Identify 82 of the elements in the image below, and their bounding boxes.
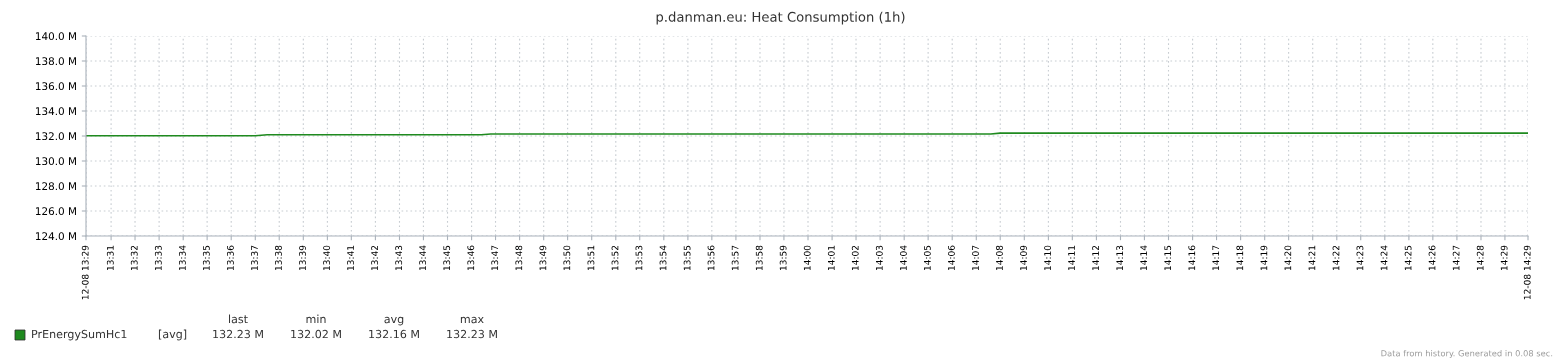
x-tick-label: 13:33	[154, 245, 162, 271]
text: Data from history. Generated in 0.08 sec.	[1381, 349, 1553, 359]
y-tick-label: 132.0 M	[36, 132, 76, 141]
y-tick-label: 124.0 M	[36, 232, 76, 241]
x-tick-label: 13:36	[227, 245, 234, 271]
x-tick-label: 12-08 13:29	[81, 245, 89, 300]
x-tick-label: 14:28	[1476, 245, 1484, 271]
y-tick-label: 134.0 M	[36, 107, 76, 116]
x-tick-label: 13:32	[130, 245, 138, 271]
x-tick-label: 14:05	[923, 245, 931, 271]
x-tick-label: 13:34	[178, 245, 186, 271]
x-tick-label: 14:01	[827, 245, 835, 271]
y-tick-label: 140.0 M	[36, 32, 76, 41]
x-tick-label: 14:06	[948, 245, 955, 271]
text: [avg]	[158, 329, 187, 341]
x-tick-label: 13:53	[635, 245, 643, 271]
x-tick-label: 13:39	[299, 245, 306, 271]
x-tick-label: 13:54	[659, 245, 667, 271]
x-tick-label: 13:58	[755, 245, 763, 271]
x-tick-label: 14:18	[1236, 245, 1244, 271]
x-tick-label: 13:50	[563, 245, 571, 271]
x-tick-label: 13:46	[467, 245, 475, 271]
x-tick-label: 14:08	[996, 245, 1003, 271]
x-tick-label: 13:56	[707, 245, 715, 271]
x-tick-label: 14:21	[1308, 245, 1316, 271]
x-tick-label: 14:26	[1428, 245, 1436, 271]
text: 132.16 M	[369, 329, 419, 339]
chart-title: p.danman.eu: Heat Consumption (1h)	[656, 11, 905, 25]
y-tick-label: 130.0 M	[36, 157, 76, 166]
x-tick-label: 14:15	[1164, 245, 1172, 271]
x-tick-label: 13:31	[106, 245, 114, 271]
x-tick-label: 14:20	[1284, 245, 1292, 271]
x-tick-label: 14:16	[1188, 245, 1196, 271]
text: avg	[384, 316, 404, 326]
x-tick-label: 13:49	[539, 245, 547, 271]
x-tick-label: 13:41	[347, 245, 354, 271]
x-tick-label: 14:23	[1356, 245, 1364, 271]
x-tick-label: 14:10	[1044, 245, 1052, 271]
x-tick-label: 14:24	[1380, 245, 1388, 271]
x-tick-label: 13:45	[443, 245, 451, 271]
text: 132.23 M	[447, 329, 497, 339]
x-tick-label: 13:40	[323, 245, 331, 271]
x-tick-label: 14:03	[875, 245, 883, 271]
x-tick-label: 13:48	[515, 245, 523, 271]
x-tick-label: 14:09	[1020, 245, 1027, 271]
x-tick-label: 14:02	[851, 245, 859, 271]
x-tick-label: 14:14	[1140, 245, 1147, 271]
x-tick-label: 13:47	[491, 245, 499, 271]
legend-label: PrEnergySumHc1	[32, 329, 127, 341]
x-tick-label: 14:29	[1500, 245, 1508, 271]
y-tick-label: 138.0 M	[36, 57, 76, 66]
text: last	[229, 314, 248, 324]
x-tick-label: 14:12	[1092, 245, 1099, 271]
x-tick-label: 13:43	[395, 245, 403, 271]
text: min	[306, 314, 326, 324]
x-tick-label: 13:44	[419, 245, 427, 271]
x-tick-label: 13:59	[779, 245, 787, 271]
x-tick-label: 14:04	[899, 245, 907, 271]
x-tick-label: 14:22	[1332, 245, 1340, 271]
x-tick-label: 14:19	[1260, 245, 1268, 271]
x-tick-label: 14:07	[972, 245, 979, 271]
x-tick-label: 14:00	[803, 245, 811, 271]
text: max	[460, 316, 484, 324]
x-tick-label: 14:11	[1068, 245, 1075, 271]
x-tick-label: 13:52	[611, 245, 619, 271]
y-tick-label: 128.0 M	[36, 182, 76, 191]
x-tick-label: 13:57	[731, 245, 739, 271]
x-tick-label: 13:38	[275, 245, 282, 271]
x-tick-label: 13:51	[587, 245, 595, 271]
x-tick-label: 13:35	[202, 245, 210, 271]
x-tick-label: 14:17	[1212, 245, 1220, 271]
x-tick-label: 14:27	[1452, 245, 1460, 271]
x-tick-label: 14:13	[1116, 245, 1124, 271]
y-tick-label: 126.0 M	[36, 207, 76, 216]
y-tick-label: 136.0 M	[36, 82, 76, 91]
text: 132.02 M	[291, 329, 341, 339]
text: 132.23 M	[213, 329, 263, 339]
x-tick-label: 13:42	[371, 245, 379, 271]
x-tick-label: 12-08 14:29	[1523, 245, 1531, 300]
x-tick-label: 13:55	[683, 245, 691, 271]
x-tick-label: 13:37	[251, 245, 258, 271]
x-tick-label: 14:25	[1404, 245, 1412, 271]
